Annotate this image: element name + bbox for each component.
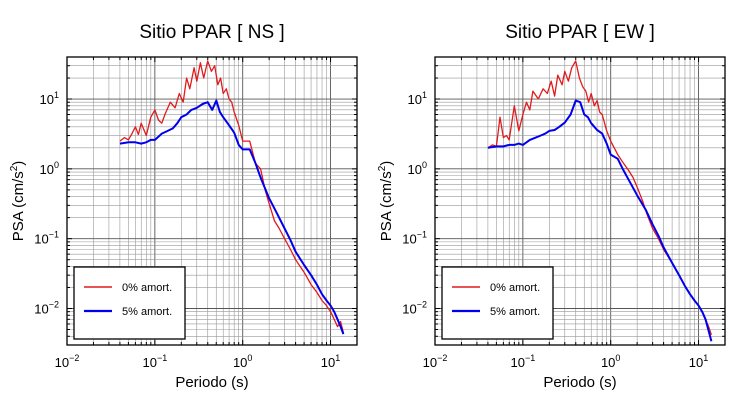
plot-frame bbox=[434, 56, 726, 346]
x-tick-label: 101 bbox=[321, 353, 340, 370]
grid bbox=[66, 56, 358, 346]
series-line-amort-0 bbox=[119, 60, 345, 333]
x-axis-label: Periodo (s) bbox=[543, 374, 616, 391]
y-axis-label: PSA (cm/s2) bbox=[9, 161, 27, 242]
x-tick-label: 10−1 bbox=[142, 353, 167, 370]
y-axis-label: PSA (cm/s2) bbox=[377, 161, 395, 242]
y-tick-label: 10−1 bbox=[34, 230, 59, 247]
legend: 0% amort. 5% amort. bbox=[441, 266, 554, 340]
y-tick-label: 101 bbox=[408, 90, 427, 107]
chart-title: Sitio PPAR [ EW ] bbox=[505, 22, 655, 43]
legend-box bbox=[73, 266, 186, 340]
series-line-amort-5 bbox=[487, 99, 713, 342]
plot-frame bbox=[66, 56, 358, 346]
x-axis-label: Periodo (s) bbox=[175, 374, 248, 391]
y-tick-label: 100 bbox=[40, 160, 59, 177]
x-tick-label: 10−2 bbox=[55, 353, 80, 370]
x-tick-label: 101 bbox=[689, 353, 708, 370]
x-tick-label: 10−1 bbox=[510, 353, 535, 370]
series-line-amort-5 bbox=[119, 99, 345, 335]
y-tick-label: 10−1 bbox=[402, 230, 427, 247]
legend-label: 0% amort. bbox=[490, 282, 540, 294]
chart-panel-2: 0% amort. 5% amort. bbox=[434, 56, 726, 346]
x-tick-label: 100 bbox=[233, 353, 252, 370]
y-tick-label: 10−2 bbox=[402, 299, 427, 316]
chart-panel-1: 0% amort. 5% amort. bbox=[66, 56, 358, 346]
y-tick-label: 10−2 bbox=[34, 299, 59, 316]
chart-title: Sitio PPAR [ NS ] bbox=[139, 22, 284, 43]
y-tick-label: 101 bbox=[40, 90, 59, 107]
x-tick-label: 10−2 bbox=[423, 353, 448, 370]
legend-label: 5% amort. bbox=[122, 306, 172, 318]
x-tick-label: 100 bbox=[601, 353, 620, 370]
legend-box bbox=[441, 266, 554, 340]
y-tick-label: 100 bbox=[408, 160, 427, 177]
legend: 0% amort. 5% amort. bbox=[73, 266, 186, 340]
legend-label: 5% amort. bbox=[490, 306, 540, 318]
legend-label: 0% amort. bbox=[122, 282, 172, 294]
